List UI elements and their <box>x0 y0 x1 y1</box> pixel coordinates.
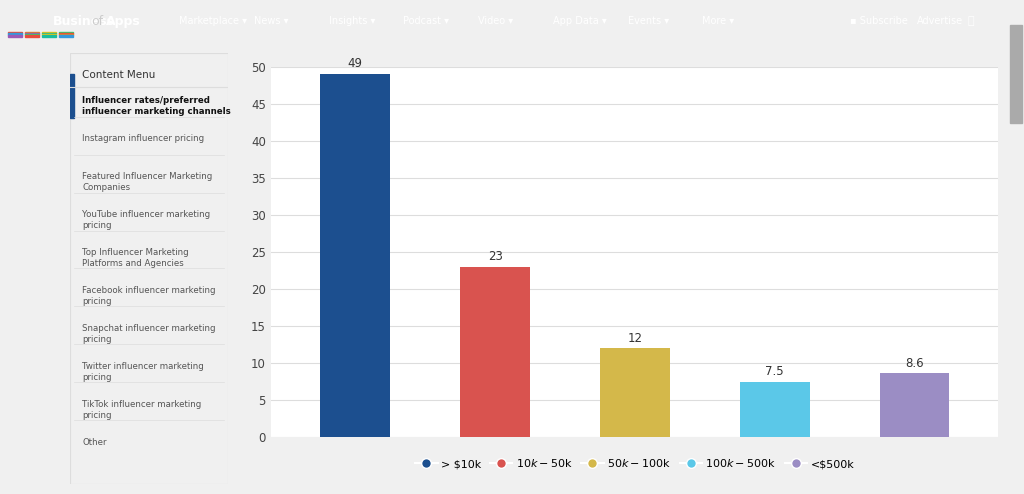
Text: Podcast ▾: Podcast ▾ <box>403 16 450 27</box>
Bar <box>8 33 23 35</box>
Text: 7.5: 7.5 <box>765 365 784 378</box>
Bar <box>25 32 39 33</box>
Bar <box>8 32 23 33</box>
Text: More ▾: More ▾ <box>702 16 734 27</box>
Text: YouTube influencer marketing
pricing: YouTube influencer marketing pricing <box>82 210 211 230</box>
Text: Instagram influencer pricing: Instagram influencer pricing <box>82 134 205 143</box>
Text: 12: 12 <box>628 331 642 345</box>
Text: Marketplace ▾: Marketplace ▾ <box>179 16 247 27</box>
Bar <box>1010 25 1022 124</box>
Bar <box>25 34 39 36</box>
Bar <box>460 267 530 437</box>
Bar <box>8 34 23 36</box>
Text: Insights ▾: Insights ▾ <box>329 16 375 27</box>
Legend: > $10k, $10k - $50k, $50k - $100k, $100k - $500k, <$500k: > $10k, $10k - $50k, $50k - $100k, $100k… <box>411 453 859 474</box>
Text: 49: 49 <box>348 57 362 71</box>
Text: Top Influencer Marketing
Platforms and Agencies: Top Influencer Marketing Platforms and A… <box>82 248 189 268</box>
Text: Advertise: Advertise <box>916 16 963 27</box>
Text: Featured Influencer Marketing
Companies: Featured Influencer Marketing Companies <box>82 172 213 192</box>
Text: Twitter influencer marketing
pricing: Twitter influencer marketing pricing <box>82 362 204 382</box>
Text: Other: Other <box>82 438 106 447</box>
Text: Snapchat influencer marketing
pricing: Snapchat influencer marketing pricing <box>82 324 216 344</box>
Text: 23: 23 <box>487 250 503 263</box>
Text: 8.6: 8.6 <box>905 357 924 370</box>
Bar <box>42 33 55 35</box>
Bar <box>59 33 73 35</box>
Text: Business: Business <box>53 15 116 28</box>
Bar <box>25 33 39 35</box>
Text: News ▾: News ▾ <box>254 16 289 27</box>
Text: Video ▾: Video ▾ <box>478 16 513 27</box>
Bar <box>42 35 55 37</box>
Bar <box>739 381 810 437</box>
Bar <box>42 32 55 33</box>
Text: Apps: Apps <box>105 15 140 28</box>
Text: Facebook influencer marketing
pricing: Facebook influencer marketing pricing <box>82 286 216 306</box>
Bar <box>42 34 55 36</box>
Bar <box>600 348 670 437</box>
Text: ▪ Subscribe: ▪ Subscribe <box>850 16 908 27</box>
Bar <box>70 75 75 118</box>
Text: 🔍: 🔍 <box>968 16 974 27</box>
Text: Content Menu: Content Menu <box>82 70 156 80</box>
Bar <box>25 35 39 37</box>
Bar <box>59 34 73 36</box>
Text: of: of <box>91 15 103 28</box>
Text: Influencer rates/preferred
influencer marketing channels: Influencer rates/preferred influencer ma… <box>82 96 231 116</box>
Bar <box>321 74 390 437</box>
Text: Events ▾: Events ▾ <box>628 16 669 27</box>
Bar <box>59 32 73 33</box>
Bar <box>59 35 73 37</box>
Text: App Data ▾: App Data ▾ <box>553 16 606 27</box>
Bar <box>880 373 949 437</box>
Text: TikTok influencer marketing
pricing: TikTok influencer marketing pricing <box>82 400 202 420</box>
Bar <box>8 35 23 37</box>
